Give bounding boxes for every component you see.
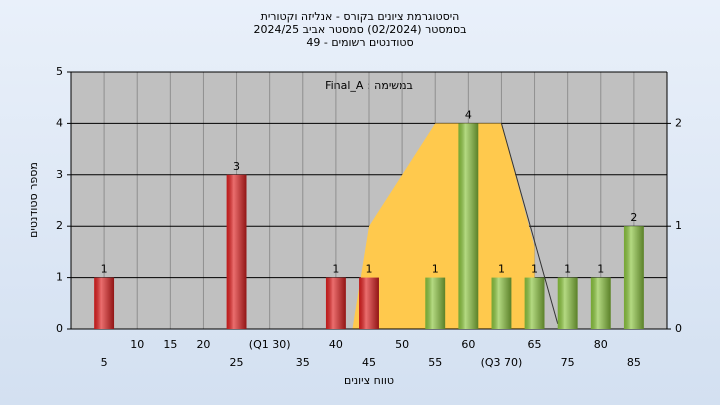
bar-shade (458, 123, 479, 330)
data-label: 1 (498, 263, 505, 276)
y-tick-label: 3 (56, 168, 63, 181)
trend-line (500, 123, 559, 324)
y-tick-label: 1 (56, 271, 63, 284)
y-tick-label: 5 (56, 65, 63, 78)
x-tick-label: 55 (428, 356, 442, 369)
x-tick-label: 45 (362, 356, 376, 369)
x-tick-label: 40 (329, 338, 343, 351)
x-tick-label: 50 (395, 338, 409, 351)
chart-subtitle: סטודנטים רשומים - 49 (306, 36, 413, 49)
y-axis-label: מספר סטודנטים (27, 162, 40, 238)
bar-shade (325, 277, 346, 329)
y-tick-label: 2 (56, 219, 63, 232)
x-tick-label: 5 (101, 356, 108, 369)
data-label: 1 (564, 263, 571, 276)
x-tick-label: 85 (627, 356, 641, 369)
x-tick-label: (Q1 30) (249, 338, 291, 351)
bar-shade (94, 277, 115, 329)
y2-tick-label: 2 (675, 116, 682, 129)
bar-shade (623, 226, 644, 329)
bar-shade (590, 277, 611, 329)
x-tick-label: 60 (461, 338, 475, 351)
chart-title: היסטוגרמת ציונים בקורס - אנליזה וקטורית (261, 10, 460, 23)
x-tick-label: (Q3 70) (481, 356, 523, 369)
data-label: 1 (432, 263, 439, 276)
data-label: 1 (332, 263, 339, 276)
bar-shade (557, 277, 578, 329)
distribution-area (352, 123, 535, 330)
y2-tick-label: 0 (675, 322, 682, 335)
x-tick-label: 75 (561, 356, 575, 369)
x-tick-label: 20 (196, 338, 210, 351)
bar-shade (226, 174, 247, 329)
data-label: 1 (366, 263, 373, 276)
data-label: 2 (630, 211, 637, 224)
x-tick-label: 10 (130, 338, 144, 351)
x-tick-label: 25 (230, 356, 244, 369)
data-label: 3 (233, 160, 240, 173)
y-tick-label: 4 (56, 116, 63, 129)
x-tick-label: 65 (528, 338, 542, 351)
bar-shade (524, 277, 545, 329)
x-tick-label: 15 (163, 338, 177, 351)
data-label: 1 (597, 263, 604, 276)
y-tick-label: 0 (56, 322, 63, 335)
bar-shade (425, 277, 446, 329)
x-axis-label: טווח ציונים (344, 374, 394, 387)
data-label: 1 (101, 263, 108, 276)
bar-shade (491, 277, 512, 329)
y2-tick-label: 1 (675, 219, 682, 232)
data-label: 4 (465, 108, 472, 121)
bar-shade (359, 277, 379, 329)
x-tick-label: 80 (594, 338, 608, 351)
data-label: 1 (531, 263, 538, 276)
x-tick-label: 35 (296, 356, 310, 369)
chart-subtitle: בסמסטר (02/2024) סמסטר אביב 2024/25 (253, 23, 466, 36)
